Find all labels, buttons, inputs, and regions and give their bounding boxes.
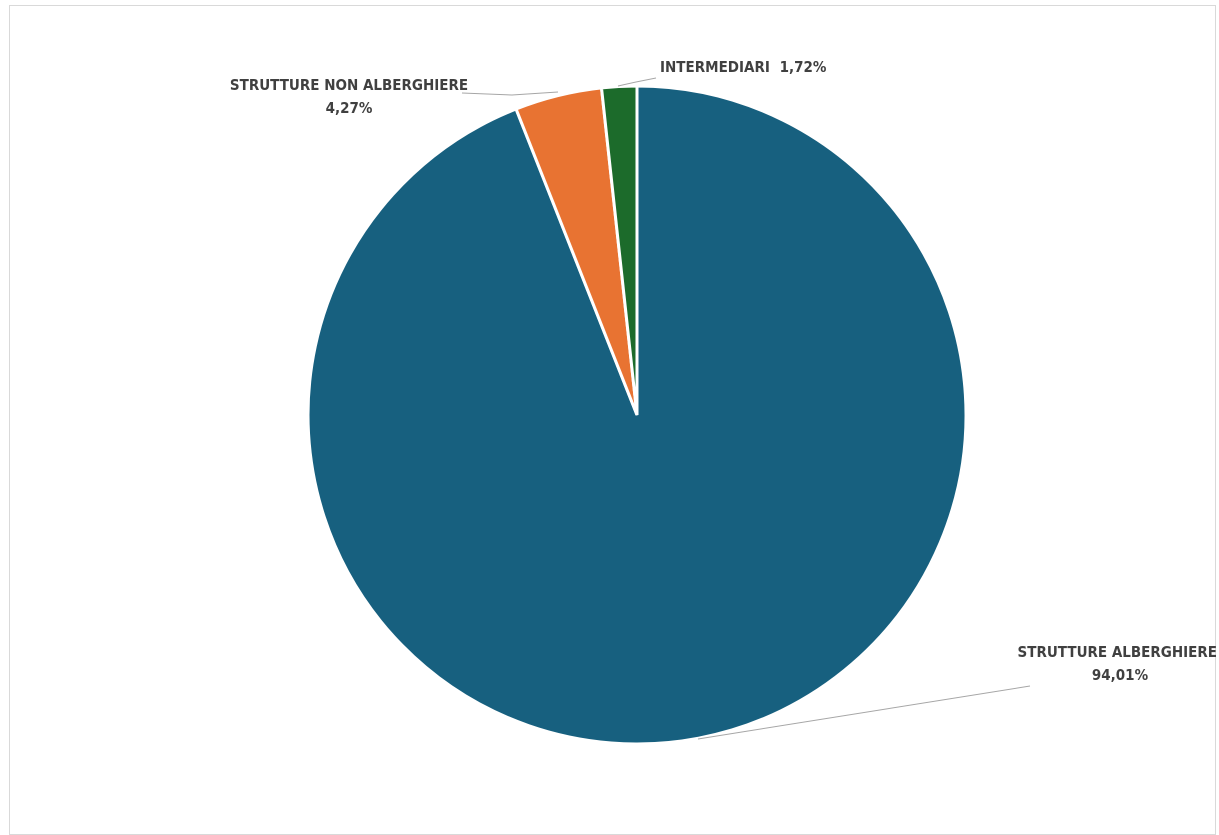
data-label-strutture-alberghiere-name: STRUTTURE ALBERGHIERE: [1018, 643, 1217, 661]
data-labels: STRUTTURE ALBERGHIERE 94,01% STRUTTURE N…: [230, 58, 1217, 684]
data-label-strutture-non-alberghiere-name: STRUTTURE NON ALBERGHIERE: [230, 76, 468, 94]
data-label-strutture-alberghiere-value: 94,01%: [1092, 666, 1149, 684]
leader-line-intermediari: [617, 77, 657, 87]
data-label-intermediari-name: INTERMEDIARI: [660, 58, 770, 76]
leader-line-strutture-non-alberghiere: [461, 91, 559, 96]
data-label-intermediari-value: 1,72%: [780, 58, 827, 76]
data-label-strutture-non-alberghiere-value: 4,27%: [326, 99, 373, 117]
leader-lines: [461, 77, 1031, 740]
pie-slice-intermediari: [599, 84, 639, 416]
pie-slices: [306, 84, 968, 746]
data-label-intermediari: INTERMEDIARI 1,72%: [660, 58, 827, 76]
pie-slice-strutture-alberghiere: [306, 84, 968, 746]
leader-line-strutture-alberghiere: [697, 685, 1031, 740]
